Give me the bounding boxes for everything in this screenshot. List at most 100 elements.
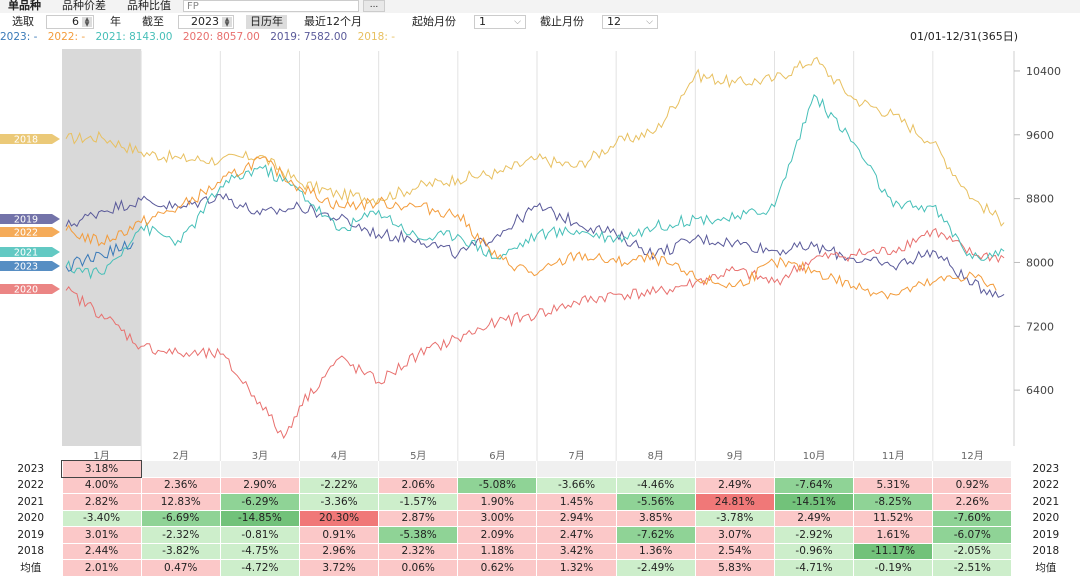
change-cell[interactable]: -7.64% <box>774 477 855 494</box>
change-cell[interactable]: 0.06% <box>378 559 459 577</box>
tab-ratio[interactable]: 品种比值 <box>127 0 171 12</box>
change-cell[interactable]: 2.36% <box>141 477 221 494</box>
change-cell[interactable]: 2.87% <box>378 510 459 527</box>
change-cell[interactable] <box>299 461 380 478</box>
change-cell[interactable]: 0.62% <box>457 559 538 577</box>
change-cell[interactable]: 3.18% <box>60 460 143 478</box>
change-cell[interactable] <box>695 461 775 478</box>
change-cell[interactable]: -0.81% <box>220 526 300 544</box>
change-cell[interactable]: 3.00% <box>457 510 538 527</box>
change-cell[interactable]: -6.29% <box>220 493 300 511</box>
change-cell[interactable]: 2.32% <box>378 543 459 560</box>
end-month-select[interactable]: 12 ⌵ <box>602 15 658 29</box>
change-cell[interactable]: 2.96% <box>299 543 380 560</box>
change-cell[interactable]: 5.31% <box>853 477 934 494</box>
series-line-2020[interactable] <box>65 227 1005 440</box>
series-line-2022[interactable] <box>65 156 997 300</box>
change-cell[interactable]: -4.75% <box>220 543 300 560</box>
change-cell[interactable]: 24.81% <box>695 493 775 511</box>
change-cell[interactable]: 2.09% <box>457 526 538 544</box>
change-cell[interactable]: 1.36% <box>616 543 696 560</box>
change-cell[interactable]: 2.54% <box>695 543 775 560</box>
change-cell[interactable]: 2.49% <box>695 477 775 494</box>
change-cell[interactable]: -5.56% <box>616 493 696 511</box>
change-cell[interactable]: 3.72% <box>299 559 380 577</box>
change-cell[interactable]: -3.78% <box>695 510 775 527</box>
change-cell[interactable]: -6.07% <box>932 526 1013 544</box>
change-cell[interactable]: 2.01% <box>62 559 142 577</box>
series-line-2021[interactable] <box>65 94 1005 280</box>
change-cell[interactable]: 12.83% <box>141 493 221 511</box>
change-cell[interactable]: -4.71% <box>774 559 855 577</box>
change-cell[interactable]: -0.96% <box>774 543 855 560</box>
change-cell[interactable]: 4.00% <box>62 477 142 494</box>
change-cell[interactable] <box>220 461 300 478</box>
stepper-arrows-icon[interactable]: ▲ ▼ <box>222 17 232 28</box>
seasonal-line-chart[interactable]: 1月 2月 3月 4月 5月 6月 7月 8月 9月 10月 11月 12月 6400 7200 8000 8… <box>0 43 1080 461</box>
change-cell[interactable]: 1.18% <box>457 543 538 560</box>
change-cell[interactable]: -5.08% <box>457 477 538 494</box>
change-cell[interactable]: 2.26% <box>932 493 1013 511</box>
change-cell[interactable] <box>853 461 934 478</box>
change-cell[interactable]: 1.90% <box>457 493 538 511</box>
change-cell[interactable]: 2.47% <box>536 526 617 544</box>
years-stepper[interactable]: 6 ▲ ▼ <box>46 15 94 29</box>
change-cell[interactable]: -11.17% <box>853 543 934 560</box>
change-cell[interactable] <box>774 461 855 478</box>
change-cell[interactable]: 0.91% <box>299 526 380 544</box>
tab-spread[interactable]: 品种价差 <box>62 0 106 12</box>
change-cell[interactable]: -2.49% <box>616 559 696 577</box>
symbol-input[interactable]: FP <box>183 0 359 12</box>
change-cell[interactable]: -2.32% <box>141 526 221 544</box>
change-cell[interactable]: -7.60% <box>932 510 1013 527</box>
until-year-stepper[interactable]: 2023 ▲ ▼ <box>178 15 234 29</box>
recent-12-months-button[interactable]: 最近12个月 <box>304 15 362 28</box>
change-cell[interactable]: 3.07% <box>695 526 775 544</box>
series-line-2019[interactable] <box>65 192 1005 298</box>
change-cell[interactable]: 2.44% <box>62 543 142 560</box>
change-cell[interactable]: -2.05% <box>932 543 1013 560</box>
change-cell[interactable]: 1.32% <box>536 559 617 577</box>
change-cell[interactable]: 5.83% <box>695 559 775 577</box>
change-cell[interactable]: 2.90% <box>220 477 300 494</box>
change-cell[interactable]: -2.92% <box>774 526 855 544</box>
change-cell[interactable]: -4.46% <box>616 477 696 494</box>
change-cell[interactable]: -5.38% <box>378 526 459 544</box>
change-cell[interactable]: 3.42% <box>536 543 617 560</box>
change-cell[interactable]: -3.40% <box>62 510 142 527</box>
change-cell[interactable]: 1.61% <box>853 526 934 544</box>
change-cell[interactable]: -2.22% <box>299 477 380 494</box>
change-cell[interactable]: -14.51% <box>774 493 855 511</box>
change-cell[interactable]: -3.66% <box>536 477 617 494</box>
change-cell[interactable]: -3.82% <box>141 543 221 560</box>
change-cell[interactable]: -0.19% <box>853 559 934 577</box>
calendar-year-button[interactable]: 日历年 <box>246 15 287 29</box>
change-cell[interactable]: -4.72% <box>220 559 300 577</box>
change-cell[interactable]: -3.36% <box>299 493 380 511</box>
change-cell[interactable]: 0.47% <box>141 559 221 577</box>
change-cell[interactable]: -1.57% <box>378 493 459 511</box>
change-cell[interactable]: 2.06% <box>378 477 459 494</box>
series-line-2023[interactable] <box>65 240 134 272</box>
start-month-select[interactable]: 1 ⌵ <box>474 15 526 29</box>
change-cell[interactable]: 2.94% <box>536 510 617 527</box>
stepper-arrows-icon[interactable]: ▲ ▼ <box>82 17 92 28</box>
change-cell[interactable] <box>141 461 221 478</box>
change-cell[interactable]: -14.85% <box>220 510 300 527</box>
change-cell[interactable] <box>932 461 1013 478</box>
change-cell[interactable] <box>536 461 617 478</box>
change-cell[interactable]: 3.01% <box>62 526 142 544</box>
change-cell[interactable]: 2.49% <box>774 510 855 527</box>
change-cell[interactable] <box>616 461 696 478</box>
change-cell[interactable] <box>457 461 538 478</box>
change-cell[interactable]: 1.45% <box>536 493 617 511</box>
change-cell[interactable]: -6.69% <box>141 510 221 527</box>
change-cell[interactable]: 20.30% <box>299 510 380 527</box>
change-cell[interactable]: -2.51% <box>932 559 1013 577</box>
change-cell[interactable]: 11.52% <box>853 510 934 527</box>
change-cell[interactable]: -7.62% <box>616 526 696 544</box>
change-cell[interactable] <box>378 461 459 478</box>
change-cell[interactable]: 0.92% <box>932 477 1013 494</box>
change-cell[interactable]: -8.25% <box>853 493 934 511</box>
change-cell[interactable]: 3.85% <box>616 510 696 527</box>
